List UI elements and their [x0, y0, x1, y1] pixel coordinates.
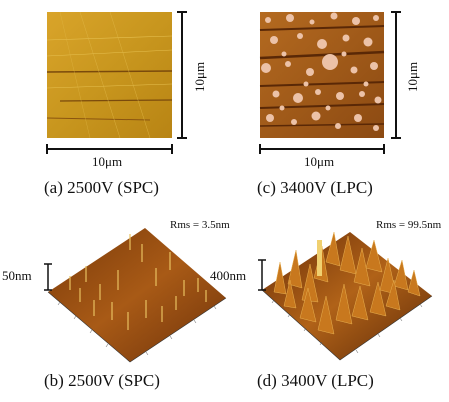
caption-b: (b) 2500V (SPC)	[44, 371, 160, 390]
afm-3d-surface-d	[261, 231, 433, 361]
afm-image-a	[46, 11, 173, 139]
caption-a: (a) 2500V (SPC)	[44, 178, 159, 197]
rms-value-d: Rms = 99.5nm	[376, 219, 442, 231]
height-label-b: 50nm	[2, 268, 32, 283]
scale-bar-vertical-c	[391, 11, 401, 139]
height-bar-b	[44, 263, 52, 291]
height-bar-d	[258, 259, 266, 291]
rms-value-b: Rms = 3.5nm	[170, 219, 230, 231]
height-label-d: 400nm	[210, 268, 247, 283]
caption-d: (d) 3400V (LPC)	[257, 371, 374, 390]
scale-label-vertical-a: 10μm	[192, 61, 207, 92]
scale-label-horizontal-c: 10μm	[304, 154, 335, 169]
scale-bar-horizontal-c	[259, 144, 385, 154]
scale-label-horizontal-a: 10μm	[92, 154, 123, 169]
scale-label-vertical-c: 10μm	[405, 61, 420, 92]
afm-image-c	[259, 12, 385, 138]
scale-bar-vertical-a	[177, 11, 187, 139]
scale-bar-horizontal-a	[46, 144, 173, 154]
afm-3d-surface-b	[47, 228, 227, 363]
caption-c: (c) 3400V (LPC)	[257, 178, 373, 197]
